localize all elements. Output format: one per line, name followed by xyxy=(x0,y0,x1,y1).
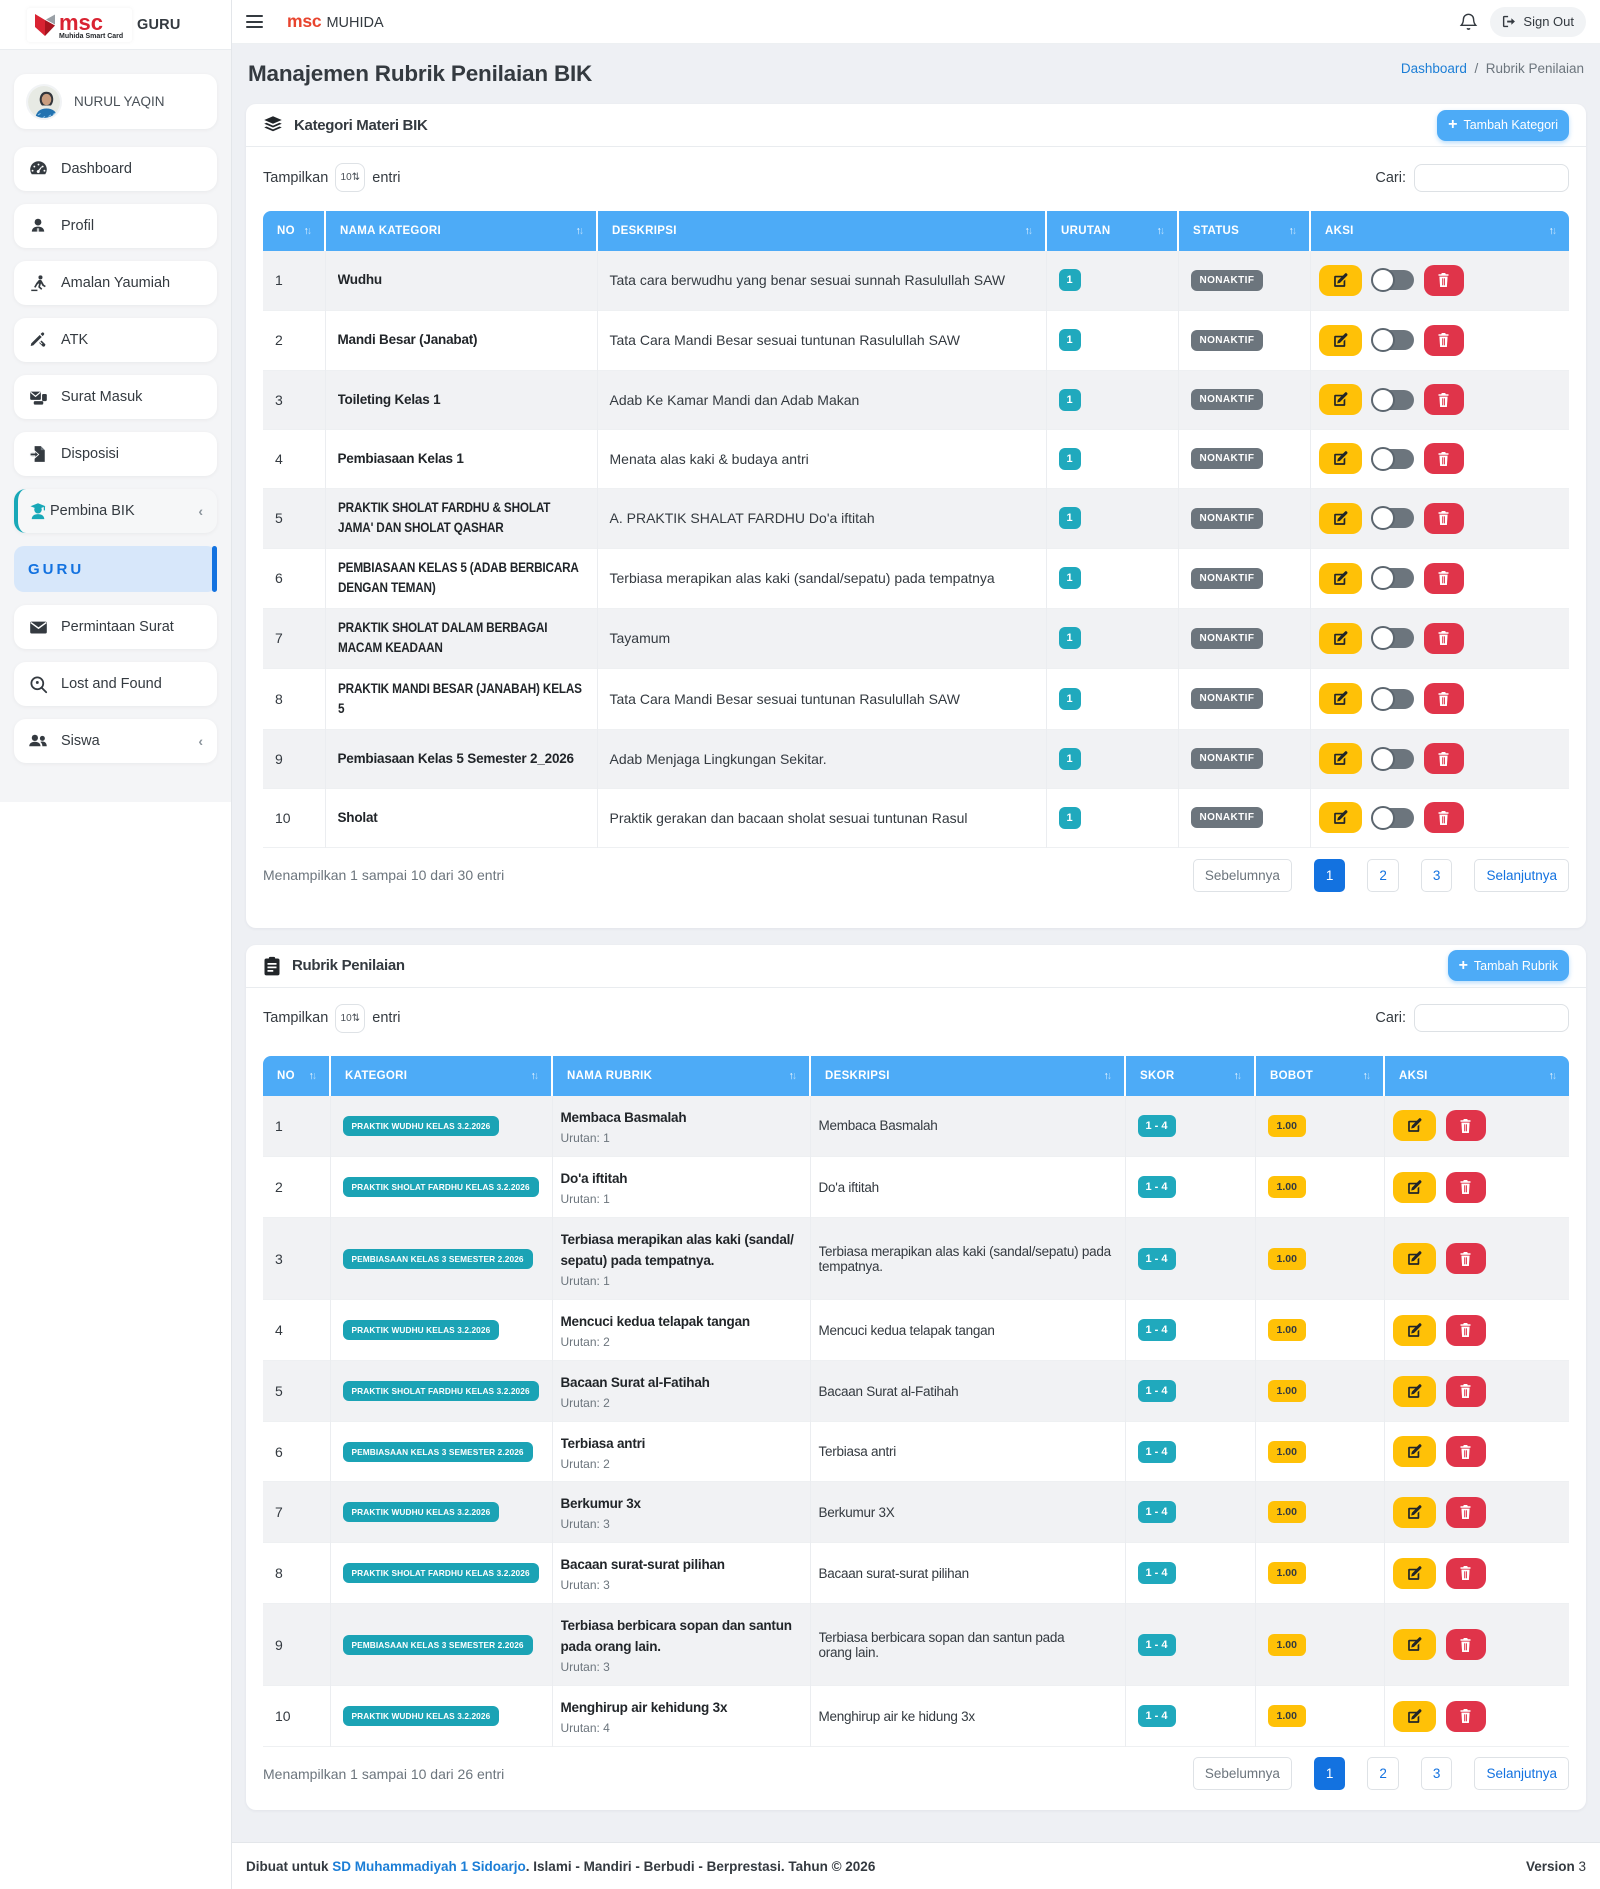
svg-text:msc: msc xyxy=(59,10,103,35)
svg-text:Muhida Smart Card: Muhida Smart Card xyxy=(59,33,123,40)
